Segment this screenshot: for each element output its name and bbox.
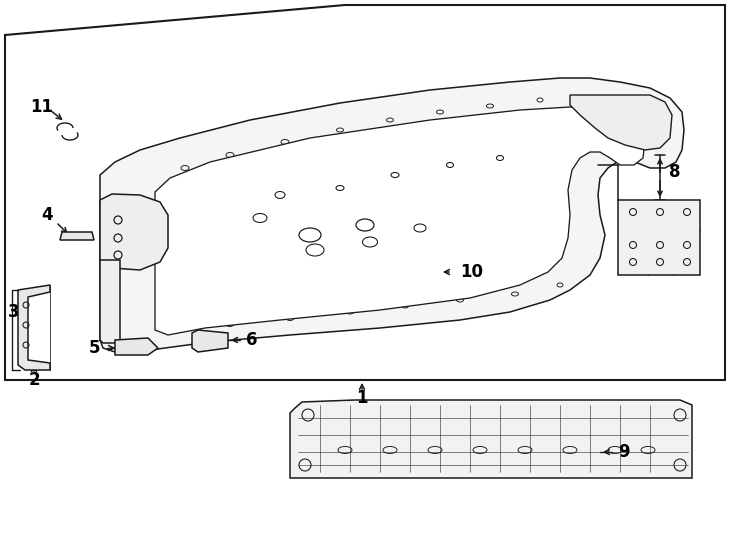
Text: 3: 3 [8,303,20,321]
Text: 10: 10 [460,263,483,281]
Polygon shape [618,200,700,275]
Polygon shape [192,330,228,352]
Text: 7: 7 [656,259,668,277]
Text: 11: 11 [31,98,54,116]
Polygon shape [290,400,692,478]
Polygon shape [60,232,94,240]
Polygon shape [155,107,645,335]
Polygon shape [115,338,158,355]
Polygon shape [570,95,672,150]
Polygon shape [18,285,50,370]
Polygon shape [100,78,684,352]
Text: 8: 8 [669,163,680,181]
Text: 5: 5 [89,339,100,357]
Text: 9: 9 [618,443,630,461]
Text: 4: 4 [41,206,53,224]
Polygon shape [100,260,120,343]
Text: 2: 2 [28,371,40,389]
Text: 6: 6 [246,331,258,349]
Text: 1: 1 [356,389,368,407]
Polygon shape [100,194,168,270]
